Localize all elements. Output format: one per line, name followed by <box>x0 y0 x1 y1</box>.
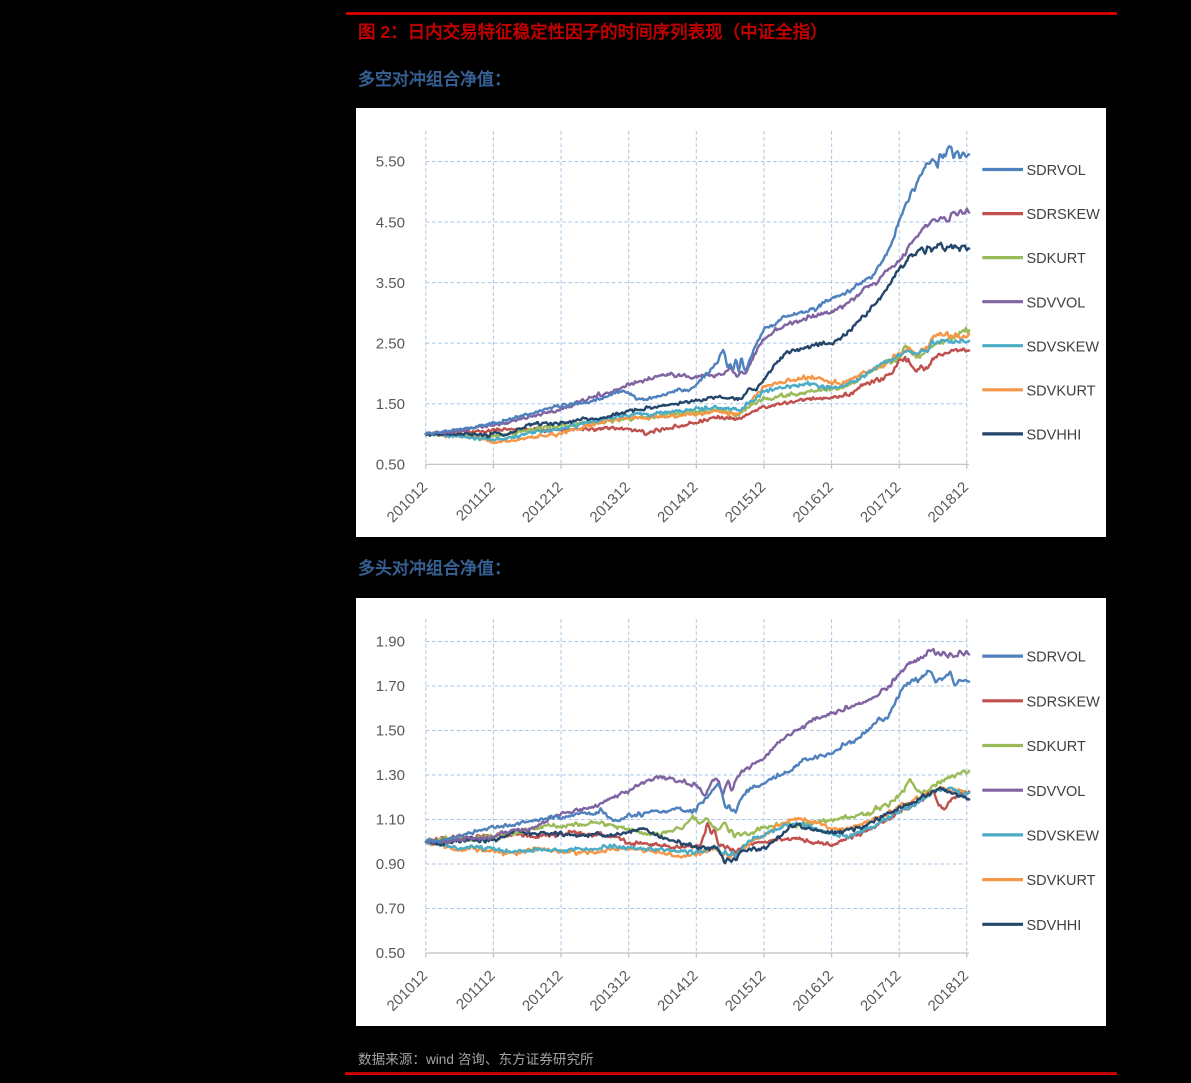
svg-text:201612: 201612 <box>790 967 837 1014</box>
svg-text:SDVHHI: SDVHHI <box>1027 428 1082 444</box>
svg-text:201812: 201812 <box>925 967 972 1014</box>
svg-text:201712: 201712 <box>857 967 904 1014</box>
svg-text:0.50: 0.50 <box>376 457 405 474</box>
svg-text:2.50: 2.50 <box>376 335 405 352</box>
svg-text:1.50: 1.50 <box>376 396 405 413</box>
svg-text:201712: 201712 <box>857 479 904 526</box>
svg-text:SDVKURT: SDVKURT <box>1027 873 1096 889</box>
svg-text:SDVVOL: SDVVOL <box>1027 295 1086 311</box>
svg-text:SDVSKEW: SDVSKEW <box>1027 339 1100 355</box>
svg-text:SDRVOL: SDRVOL <box>1027 650 1086 666</box>
svg-text:SDRSKEW: SDRSKEW <box>1027 694 1101 710</box>
svg-text:SDVKURT: SDVKURT <box>1027 383 1096 399</box>
svg-text:SDVHHI: SDVHHI <box>1027 918 1082 934</box>
svg-text:201512: 201512 <box>722 967 769 1014</box>
svg-text:201812: 201812 <box>925 479 972 526</box>
svg-text:SDKURT: SDKURT <box>1027 251 1086 267</box>
svg-text:3.50: 3.50 <box>376 275 405 292</box>
svg-text:201112: 201112 <box>453 967 499 1013</box>
svg-text:201612: 201612 <box>790 479 837 526</box>
svg-text:1.90: 1.90 <box>376 634 405 651</box>
svg-text:0.50: 0.50 <box>376 945 405 962</box>
svg-text:0.70: 0.70 <box>376 901 405 918</box>
svg-text:SDVSKEW: SDVSKEW <box>1027 829 1100 845</box>
svg-text:1.10: 1.10 <box>376 812 405 829</box>
svg-text:SDRSKEW: SDRSKEW <box>1027 207 1101 223</box>
svg-text:SDKURT: SDKURT <box>1027 739 1086 755</box>
svg-text:201412: 201412 <box>654 967 701 1014</box>
svg-text:201312: 201312 <box>587 479 634 526</box>
svg-text:201512: 201512 <box>722 479 769 526</box>
svg-text:201312: 201312 <box>587 967 634 1014</box>
svg-text:1.50: 1.50 <box>376 723 405 740</box>
svg-text:1.70: 1.70 <box>376 678 405 695</box>
svg-text:1.30: 1.30 <box>376 767 405 784</box>
svg-text:201212: 201212 <box>519 479 566 526</box>
svg-text:201012: 201012 <box>384 479 431 526</box>
svg-text:201412: 201412 <box>654 479 701 526</box>
svg-text:4.50: 4.50 <box>376 214 405 231</box>
svg-text:SDVVOL: SDVVOL <box>1027 784 1086 800</box>
svg-text:5.50: 5.50 <box>376 154 405 171</box>
svg-text:0.90: 0.90 <box>376 856 405 873</box>
svg-text:201012: 201012 <box>384 967 431 1014</box>
svg-text:201112: 201112 <box>453 479 499 525</box>
svg-text:SDRVOL: SDRVOL <box>1027 163 1086 179</box>
svg-text:201212: 201212 <box>519 967 566 1014</box>
